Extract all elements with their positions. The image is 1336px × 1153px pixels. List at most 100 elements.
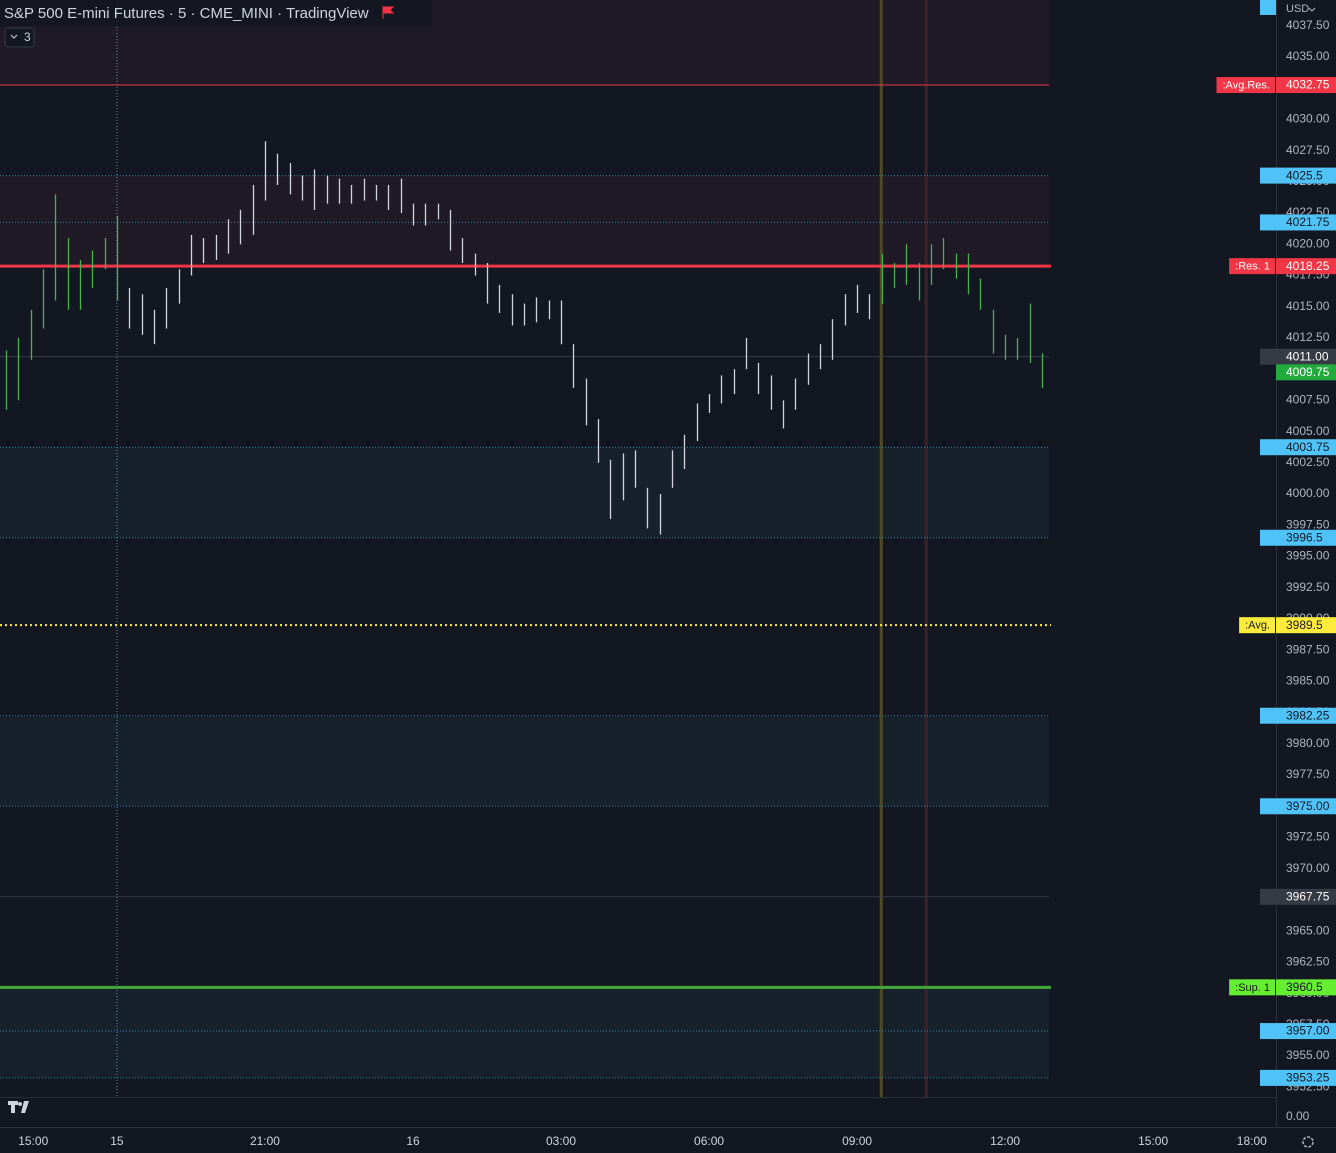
price-badge-label: 4025.5 xyxy=(1286,168,1323,182)
price-badge-label: 3996.5 xyxy=(1286,530,1323,544)
y-tick-label: 3997.50 xyxy=(1286,517,1330,531)
level-tag: :Avg.Res. xyxy=(1223,79,1271,91)
chevron xyxy=(1308,7,1316,12)
price-badge xyxy=(1276,1023,1336,1040)
price-badge xyxy=(1276,214,1336,231)
level-marker xyxy=(1260,707,1276,724)
y-tick-label: 4002.50 xyxy=(1286,455,1330,469)
y-tick-label: 4005.00 xyxy=(1286,424,1330,438)
x-tick-label: 16 xyxy=(406,1134,420,1148)
y-tick-label: 3992.50 xyxy=(1286,580,1330,594)
level-marker xyxy=(1260,214,1276,231)
flag-icon[interactable] xyxy=(382,6,395,19)
y-tick-label: 0.00 xyxy=(1286,1109,1310,1123)
level-tag-bg xyxy=(1216,77,1275,94)
header-bg xyxy=(0,0,432,26)
plot xyxy=(0,0,1051,1097)
y-tick-label: 3987.50 xyxy=(1286,642,1330,656)
y-tick-label: 4020.00 xyxy=(1286,236,1330,250)
y-tick-label: 4007.50 xyxy=(1286,393,1330,407)
chevron xyxy=(10,34,18,39)
x-tick-label: 15 xyxy=(110,1134,124,1148)
settings-icon[interactable] xyxy=(1302,1136,1314,1148)
x-tick-label: 15:00 xyxy=(1138,1134,1168,1148)
y-tick-label: 3962.50 xyxy=(1286,955,1330,969)
level-marker xyxy=(1260,798,1276,815)
y-tick-label: 4030.00 xyxy=(1286,112,1330,126)
price-badge-label: 4011.00 xyxy=(1286,349,1329,363)
y-tick-label: 3985.00 xyxy=(1286,674,1330,688)
price-badge xyxy=(1276,1069,1336,1086)
x-tick-label: 15:00 xyxy=(18,1134,48,1148)
x-tick-label: 21:00 xyxy=(250,1134,280,1148)
y-tick-label: 3995.00 xyxy=(1286,549,1330,563)
price-badge xyxy=(1276,617,1336,634)
y-tick-label: 3970.00 xyxy=(1286,861,1330,875)
chart-title: S&P 500 E-mini Futures · 5 · CME_MINI · … xyxy=(4,5,369,22)
price-badge xyxy=(1276,167,1336,184)
price-badge xyxy=(1276,529,1336,546)
level-marker xyxy=(1260,348,1276,365)
level-tag: :Avg. xyxy=(1245,620,1270,632)
y-tick-label: 4027.50 xyxy=(1286,143,1330,157)
price-badge xyxy=(1276,707,1336,724)
price-badge-label: 4018.25 xyxy=(1286,259,1330,273)
price-badge xyxy=(1276,888,1336,905)
price-badge xyxy=(1276,439,1336,456)
price-badge-label: 3975.00 xyxy=(1286,799,1330,813)
level-tag-bg xyxy=(1229,258,1275,275)
price-badge-label: 4032.75 xyxy=(1286,78,1330,92)
price-badge-label: 3957.00 xyxy=(1286,1024,1330,1038)
zone xyxy=(0,175,1049,267)
price-badge-label: 4003.75 xyxy=(1286,440,1330,454)
zone xyxy=(0,987,1049,1078)
price-badge-label: 3989.5 xyxy=(1286,618,1323,632)
x-tick-label: 06:00 xyxy=(694,1134,724,1148)
level-tag: :Res. 1 xyxy=(1235,261,1270,273)
zone xyxy=(0,715,1049,807)
currency[interactable]: USD xyxy=(1286,3,1309,15)
price-badge xyxy=(1276,364,1336,381)
price-badge xyxy=(1276,348,1336,365)
level-marker xyxy=(1260,167,1276,184)
y-tick-label: 3977.50 xyxy=(1286,767,1330,781)
price-badge xyxy=(1276,258,1336,275)
zone xyxy=(0,447,1049,538)
level-marker xyxy=(1260,439,1276,456)
level-tag: :Sup. 1 xyxy=(1235,982,1270,994)
x-tick-label: 18:00 xyxy=(1237,1134,1267,1148)
price-badge-label: 3982.25 xyxy=(1286,708,1330,722)
x-tick-label: 03:00 xyxy=(546,1134,576,1148)
price-badge xyxy=(1276,979,1336,996)
price-badge-label: 4009.75 xyxy=(1286,365,1330,379)
level-tag-bg xyxy=(1229,979,1275,996)
indicator-count: 3 xyxy=(24,30,31,44)
logo-shape xyxy=(8,1101,29,1113)
y-tick-label: 3955.00 xyxy=(1286,1048,1330,1062)
y-tick-label: 4037.50 xyxy=(1286,18,1330,32)
level-tag-bg xyxy=(1239,617,1275,634)
y-tick-label: 4035.00 xyxy=(1286,49,1330,63)
x-tick-label: 09:00 xyxy=(842,1134,872,1148)
y-tick-label: 4015.00 xyxy=(1286,299,1330,313)
price-badge xyxy=(1276,798,1336,815)
level-marker xyxy=(1260,1023,1276,1040)
tv-logo[interactable] xyxy=(8,1101,29,1113)
y-tick-label: 3980.00 xyxy=(1286,736,1330,750)
marker xyxy=(1260,0,1276,15)
price-badge-label: 3960.5 xyxy=(1286,980,1323,994)
level-marker xyxy=(1260,529,1276,546)
y-tick-label: 4000.00 xyxy=(1286,486,1330,500)
price-badge-label: 3953.25 xyxy=(1286,1071,1330,1085)
y-tick-label: 4012.50 xyxy=(1286,330,1330,344)
price-badge-label: 4021.75 xyxy=(1286,215,1330,229)
y-tick-label: 3965.00 xyxy=(1286,923,1330,937)
indicator-toggle[interactable] xyxy=(4,27,35,48)
level-marker xyxy=(1260,888,1276,905)
price-badge xyxy=(1276,77,1336,94)
y-tick-label: 3972.50 xyxy=(1286,830,1330,844)
x-tick-label: 12:00 xyxy=(990,1134,1020,1148)
